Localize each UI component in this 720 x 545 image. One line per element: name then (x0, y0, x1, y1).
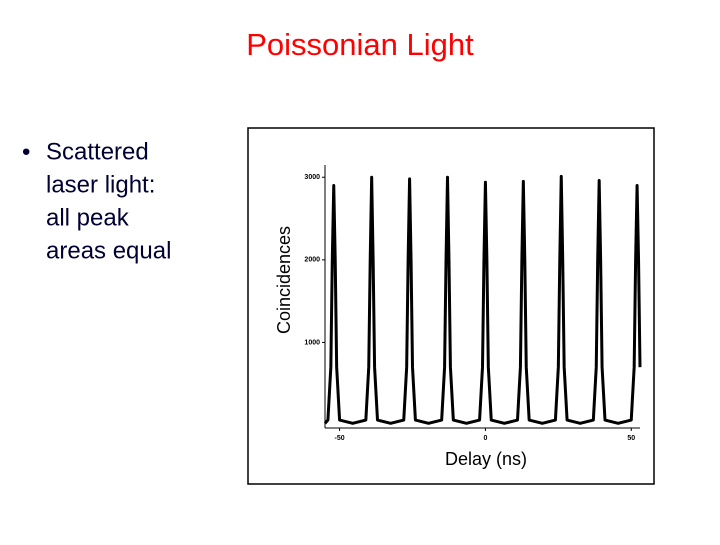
bullet-line: all peak (46, 204, 130, 231)
x-tick-label: 0 (483, 435, 487, 442)
bullet-line: areas equal (46, 237, 171, 264)
y-tick-label: 1000 (304, 339, 320, 346)
y-tick-label: 3000 (304, 174, 320, 181)
data-line (323, 174, 642, 425)
bullet-marker: • (22, 138, 30, 165)
bullet-line: laser light: (46, 171, 155, 198)
bullet-line: Scattered (46, 138, 149, 165)
x-tick-label: 50 (627, 435, 635, 442)
y-axis-label: Coincidences (274, 226, 294, 334)
y-tick-label: 2000 (304, 257, 320, 264)
chart-frame (247, 127, 655, 485)
slide-title: Poissonian Light (246, 27, 474, 62)
x-axis-label: Delay (ns) (445, 449, 527, 469)
x-tick-label: -50 (335, 435, 345, 442)
